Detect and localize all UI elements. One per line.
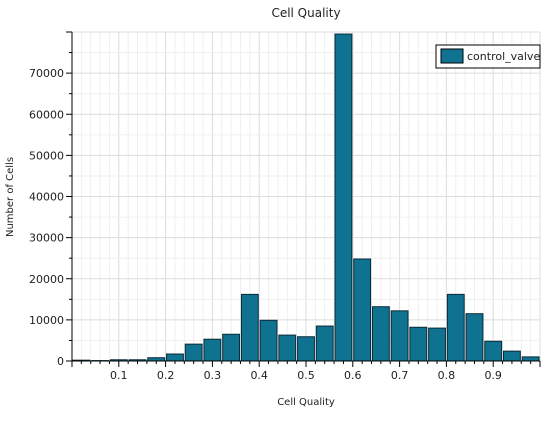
y-axis-label: Number of Cells (5, 157, 16, 237)
histogram-bar (185, 344, 202, 361)
y-tick-label: 50000 (29, 149, 64, 162)
x-tick-label: 0.1 (110, 369, 128, 382)
histogram-bar (372, 307, 389, 361)
histogram-bar (204, 339, 221, 361)
histogram-bar (354, 259, 371, 361)
histogram-bar (503, 351, 520, 361)
histogram-bar (260, 320, 277, 361)
y-tick-label: 70000 (29, 67, 64, 80)
x-axis-label: Cell Quality (277, 397, 335, 408)
x-tick-label: 0.5 (297, 369, 315, 382)
x-tick-label: 0.7 (391, 369, 409, 382)
histogram-bar (167, 354, 184, 361)
histogram-bar (447, 294, 464, 361)
x-tick-label: 0.3 (204, 369, 222, 382)
histogram-bar (316, 326, 333, 361)
y-tick-label: 60000 (29, 108, 64, 121)
histogram-bar (241, 294, 258, 361)
legend-swatch (441, 49, 463, 63)
y-tick-label: 30000 (29, 232, 64, 245)
histogram-bar (410, 327, 427, 361)
grid-lines (72, 32, 540, 361)
x-tick-label: 0.6 (344, 369, 362, 382)
x-tick-label: 0.8 (438, 369, 456, 382)
y-tick-label: 40000 (29, 191, 64, 204)
histogram-bar (223, 334, 240, 361)
x-tick-label: 0.4 (250, 369, 268, 382)
chart-title: Cell Quality (271, 6, 340, 20)
histogram-bar (485, 341, 502, 361)
histogram-bar (522, 357, 539, 361)
histogram-bar (335, 34, 352, 361)
y-tick-label: 10000 (29, 314, 64, 327)
x-tick-label: 0.2 (157, 369, 175, 382)
legend-label: control_valve (467, 50, 540, 63)
legend: control_valve (436, 45, 540, 68)
histogram-bar (279, 335, 296, 361)
y-tick-label: 0 (57, 355, 64, 368)
histogram-bar (391, 311, 408, 361)
histogram-bar (298, 337, 315, 361)
y-tick-label: 20000 (29, 273, 64, 286)
histogram-bar (429, 328, 446, 361)
x-tick-label: 0.9 (484, 369, 502, 382)
histogram-bar (466, 314, 483, 361)
